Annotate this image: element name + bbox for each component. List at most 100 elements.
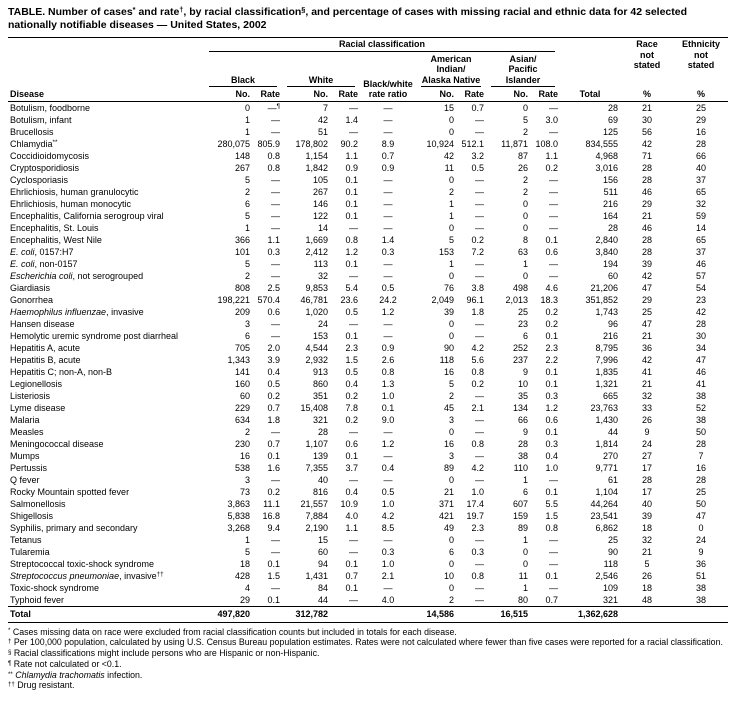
value-cell: 1.8 xyxy=(471,306,484,317)
value-cell: 108.0 xyxy=(535,138,558,149)
value-cell: 80 xyxy=(517,594,528,605)
value-cell: 3.9 xyxy=(267,354,280,365)
value-cell: 38 xyxy=(695,594,706,605)
value-cell: 0.8 xyxy=(471,438,484,449)
value-cell: 15,408 xyxy=(300,402,328,413)
white-group-header: White xyxy=(282,53,360,89)
value-cell: 48 xyxy=(641,594,652,605)
value-cell: — xyxy=(475,222,484,233)
value-cell: — xyxy=(549,534,558,545)
value-cell: 71 xyxy=(641,150,652,161)
value-cell: — xyxy=(475,426,484,437)
value-cell: 0.1 xyxy=(345,450,358,461)
value-cell: 2.2 xyxy=(545,354,558,365)
value-cell: 2 xyxy=(244,270,250,281)
value-cell: 32 xyxy=(317,270,328,281)
value-cell: 10 xyxy=(443,570,454,581)
value-cell: 73 xyxy=(239,486,250,497)
value-cell: 0.2 xyxy=(267,390,280,401)
value-cell: 0.2 xyxy=(471,378,484,389)
value-cell: 65 xyxy=(695,234,706,245)
value-cell: 0.7 xyxy=(471,102,484,113)
table-row: Q fever 3 — 40 — — 0 — 1 — 61 28 28 xyxy=(8,474,728,486)
value-cell: 23 xyxy=(517,318,528,329)
value-cell: 1 xyxy=(448,258,454,269)
value-cell: 39 xyxy=(641,510,652,521)
value-cell: 164 xyxy=(602,210,618,221)
value-cell: 45 xyxy=(443,402,454,413)
value-cell: 0 xyxy=(522,558,528,569)
value-cell: 29 xyxy=(641,294,652,305)
asian-pacific-rate-header: Rate xyxy=(538,89,558,99)
value-cell: 39 xyxy=(641,258,652,269)
value-cell: 3,863 xyxy=(227,498,250,509)
table-row: Shigellosis 5,838 16.8 7,884 4.0 4.2 421 19.7 15… xyxy=(8,510,728,522)
value-cell: 0.5 xyxy=(345,366,358,377)
value-cell: 512.1 xyxy=(461,138,484,149)
value-cell: 0.3 xyxy=(267,246,280,257)
value-cell: 705 xyxy=(234,342,250,353)
table-row: Ehrlichiosis, human granulocytic 2 — 267 0.1… xyxy=(8,186,728,198)
value-cell: 28 xyxy=(641,174,652,185)
value-cell: 209 xyxy=(234,306,250,317)
disease-name: E. coli, 0157:H7 xyxy=(10,246,74,257)
value-cell: 665 xyxy=(602,390,618,401)
disease-name: Salmonellosis xyxy=(10,498,66,509)
value-cell: — xyxy=(271,474,280,485)
disease-name: Streptococcal toxic-shock syndrome xyxy=(10,558,155,569)
table-row: Escherichia coli, not serogrouped 2 — 32 — — 0… xyxy=(8,270,728,282)
value-cell: 1,107 xyxy=(305,438,328,449)
disease-name: E. coli, non-0157 xyxy=(10,258,78,269)
value-cell: 0.7 xyxy=(545,594,558,605)
value-cell: — xyxy=(475,210,484,221)
value-cell: 50 xyxy=(695,498,706,509)
value-cell: 3,268 xyxy=(227,522,250,533)
value-cell: 118 xyxy=(603,558,618,569)
value-cell: 6 xyxy=(522,486,528,497)
table-row: Haemophilus influenzae, invasive 209 0.6 1,… xyxy=(8,306,728,318)
black-white-ratio-header: Black/white rate ratio xyxy=(363,78,413,100)
value-cell: 0.1 xyxy=(267,594,280,605)
ethnicity-percent-header: % xyxy=(696,89,705,99)
value-cell: 15 xyxy=(443,102,454,113)
value-cell: 5 xyxy=(448,378,454,389)
value-cell: 8.5 xyxy=(381,522,395,533)
value-cell: 1 xyxy=(244,534,250,545)
value-cell: 16 xyxy=(443,366,454,377)
value-cell: 0.8 xyxy=(267,150,280,161)
value-cell: 0.3 xyxy=(545,438,558,449)
disease-name: Measles xyxy=(10,426,44,437)
footnote: †† Drug resistant. xyxy=(8,680,75,691)
value-cell: 11 xyxy=(444,162,454,173)
value-cell: 11 xyxy=(518,570,528,581)
value-cell: — xyxy=(383,258,393,269)
table-row: Cryptosporidiosis 267 0.8 1,842 0.9 0.9 11 0.5 2… xyxy=(8,162,728,174)
value-cell: 816 xyxy=(312,486,328,497)
value-cell: 1.0 xyxy=(381,498,395,509)
value-cell: 21,557 xyxy=(300,498,328,509)
value-cell: 5 xyxy=(448,234,454,245)
value-cell: 9,771 xyxy=(595,462,618,473)
value-cell: 40 xyxy=(317,474,328,485)
value-cell: 1.1 xyxy=(267,234,280,245)
table-row: Chlamydia** 280,075 805.9 178,802 90.2 8.9 10,… xyxy=(8,138,728,150)
value-cell: — xyxy=(383,426,393,437)
value-cell: 29 xyxy=(641,198,652,209)
value-cell: 28 xyxy=(695,318,706,329)
disease-name: Escherichia coli, not serogrouped xyxy=(10,270,144,281)
value-cell: 18 xyxy=(641,522,652,533)
value-cell: 0.3 xyxy=(545,390,558,401)
value-cell: 23.6 xyxy=(340,294,358,305)
value-cell: — xyxy=(475,270,484,281)
value-cell: 113 xyxy=(313,258,328,269)
value-cell: 2,932 xyxy=(305,354,328,365)
value-cell: 0.4 xyxy=(267,366,280,377)
value-cell: — xyxy=(383,474,393,485)
value-cell: 3 xyxy=(244,474,250,485)
table-row: Syphilis, primary and secondary 3,268 9.4 2… xyxy=(8,522,728,534)
value-cell: 96 xyxy=(607,318,618,329)
value-cell: 1.6 xyxy=(267,462,280,473)
value-cell: 42 xyxy=(317,114,328,125)
table-row: Giardiasis 808 2.5 9,853 5.4 0.5 76 3.8 498 4.6 21… xyxy=(8,282,728,294)
value-cell: 0.3 xyxy=(471,546,484,557)
